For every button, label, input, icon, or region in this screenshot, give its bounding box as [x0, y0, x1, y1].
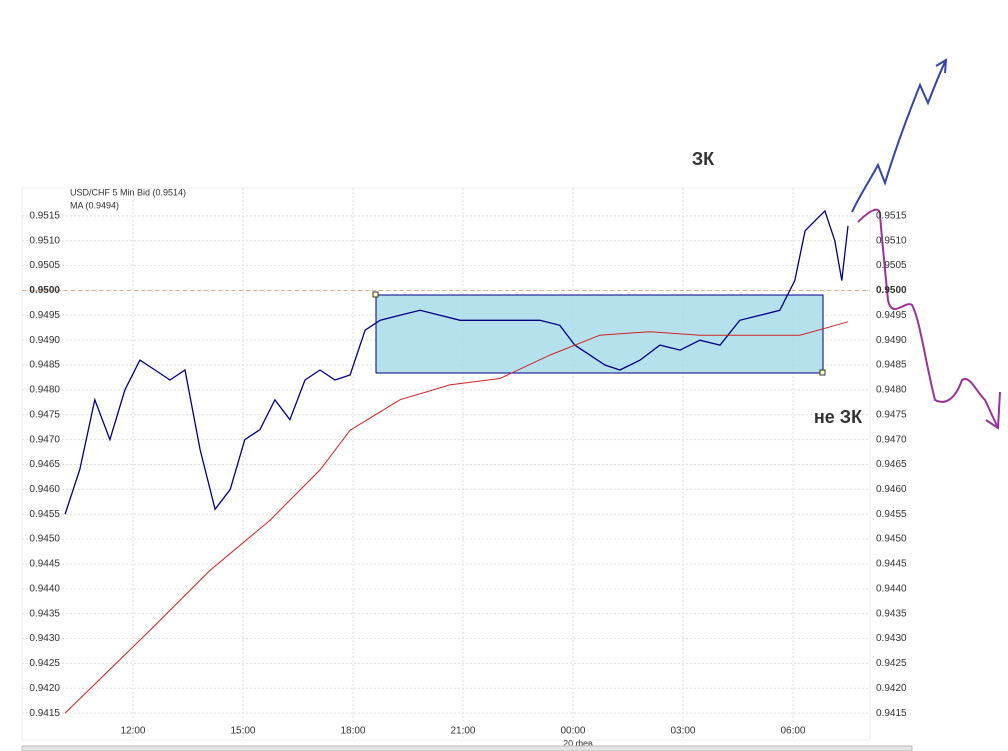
- y-tick-label: 0.9415: [876, 708, 907, 719]
- x-tick-label: 18:00: [340, 726, 365, 737]
- annotation: ЗК: [692, 149, 715, 169]
- y-tick-label: 0.9505: [876, 260, 907, 271]
- y-tick-label: 0.9445: [29, 559, 60, 570]
- x-tick-label: 00:00: [560, 726, 585, 737]
- y-tick-label: 0.9510: [29, 235, 60, 246]
- y-tick-label: 0.9430: [876, 633, 907, 644]
- y-tick-label: 0.9425: [876, 658, 907, 669]
- series-line: [64, 321, 849, 714]
- y-tick-label: 0.9470: [29, 434, 60, 445]
- range-box: [375, 294, 824, 374]
- y-tick-label: 0.9465: [29, 459, 60, 470]
- y-tick-label: 0.9475: [29, 409, 60, 420]
- y-tick-label: 0.9505: [29, 260, 60, 271]
- legend-entry: MA (0.9494): [70, 200, 119, 210]
- y-tick-label: 0.9450: [876, 534, 907, 545]
- x-tick-label: 15:00: [230, 726, 255, 737]
- hand-drawn-arrow: [851, 58, 948, 213]
- y-tick-label: 0.9455: [29, 509, 60, 520]
- y-tick-label: 0.9430: [29, 633, 60, 644]
- y-tick-label: 0.9480: [29, 385, 60, 396]
- x-tick-label: 06:00: [780, 726, 805, 737]
- x-tick-label: 21:00: [450, 726, 475, 737]
- y-tick-label: 0.9500: [876, 285, 907, 296]
- y-tick-label: 0.9510: [876, 235, 907, 246]
- y-tick-label: 0.9485: [876, 360, 907, 371]
- y-tick-label: 0.9450: [29, 534, 60, 545]
- handle: [372, 291, 379, 298]
- y-tick-label: 0.9415: [29, 708, 60, 719]
- scrollbar: [21, 745, 913, 751]
- y-tick-label: 0.9435: [876, 608, 907, 619]
- y-tick-label: 0.9460: [876, 484, 907, 495]
- x-tick-label: 03:00: [670, 726, 695, 737]
- y-tick-label: 0.9470: [876, 434, 907, 445]
- y-tick-label: 0.9480: [876, 385, 907, 396]
- date-label: 20 фев: [563, 738, 593, 748]
- x-tick-label: 12:00: [120, 726, 145, 737]
- y-tick-label: 0.9445: [876, 559, 907, 570]
- y-tick-label: 0.9465: [876, 459, 907, 470]
- y-tick-label: 0.9440: [876, 583, 907, 594]
- grid: [22, 188, 870, 740]
- legend-entry: USD/CHF 5 Min Bid (0.9514): [70, 187, 186, 197]
- y-tick-label: 0.9515: [29, 210, 60, 221]
- y-tick-label: 0.9475: [876, 409, 907, 420]
- series: [64, 209, 849, 714]
- y-tick-label: 0.9495: [876, 310, 907, 321]
- y-tick-label: 0.9420: [29, 683, 60, 694]
- y-tick-label: 0.9515: [876, 210, 907, 221]
- y-tick-label: 0.9455: [876, 509, 907, 520]
- hand-drawn-arrow: [857, 208, 1001, 430]
- y-tick-label: 0.9490: [876, 335, 907, 346]
- y-tick-label: 0.9490: [29, 335, 60, 346]
- y-tick-label: 0.9435: [29, 608, 60, 619]
- annotation: не ЗК: [814, 407, 863, 427]
- y-tick-label: 0.9500: [29, 285, 60, 296]
- y-tick-label: 0.9495: [29, 310, 60, 321]
- y-tick-label: 0.9420: [876, 683, 907, 694]
- y-tick-label: 0.9440: [29, 583, 60, 594]
- y-tick-label: 0.9485: [29, 360, 60, 371]
- y-tick-label: 0.9460: [29, 484, 60, 495]
- y-tick-label: 0.9425: [29, 658, 60, 669]
- handle: [819, 369, 826, 376]
- series-line: [64, 209, 849, 515]
